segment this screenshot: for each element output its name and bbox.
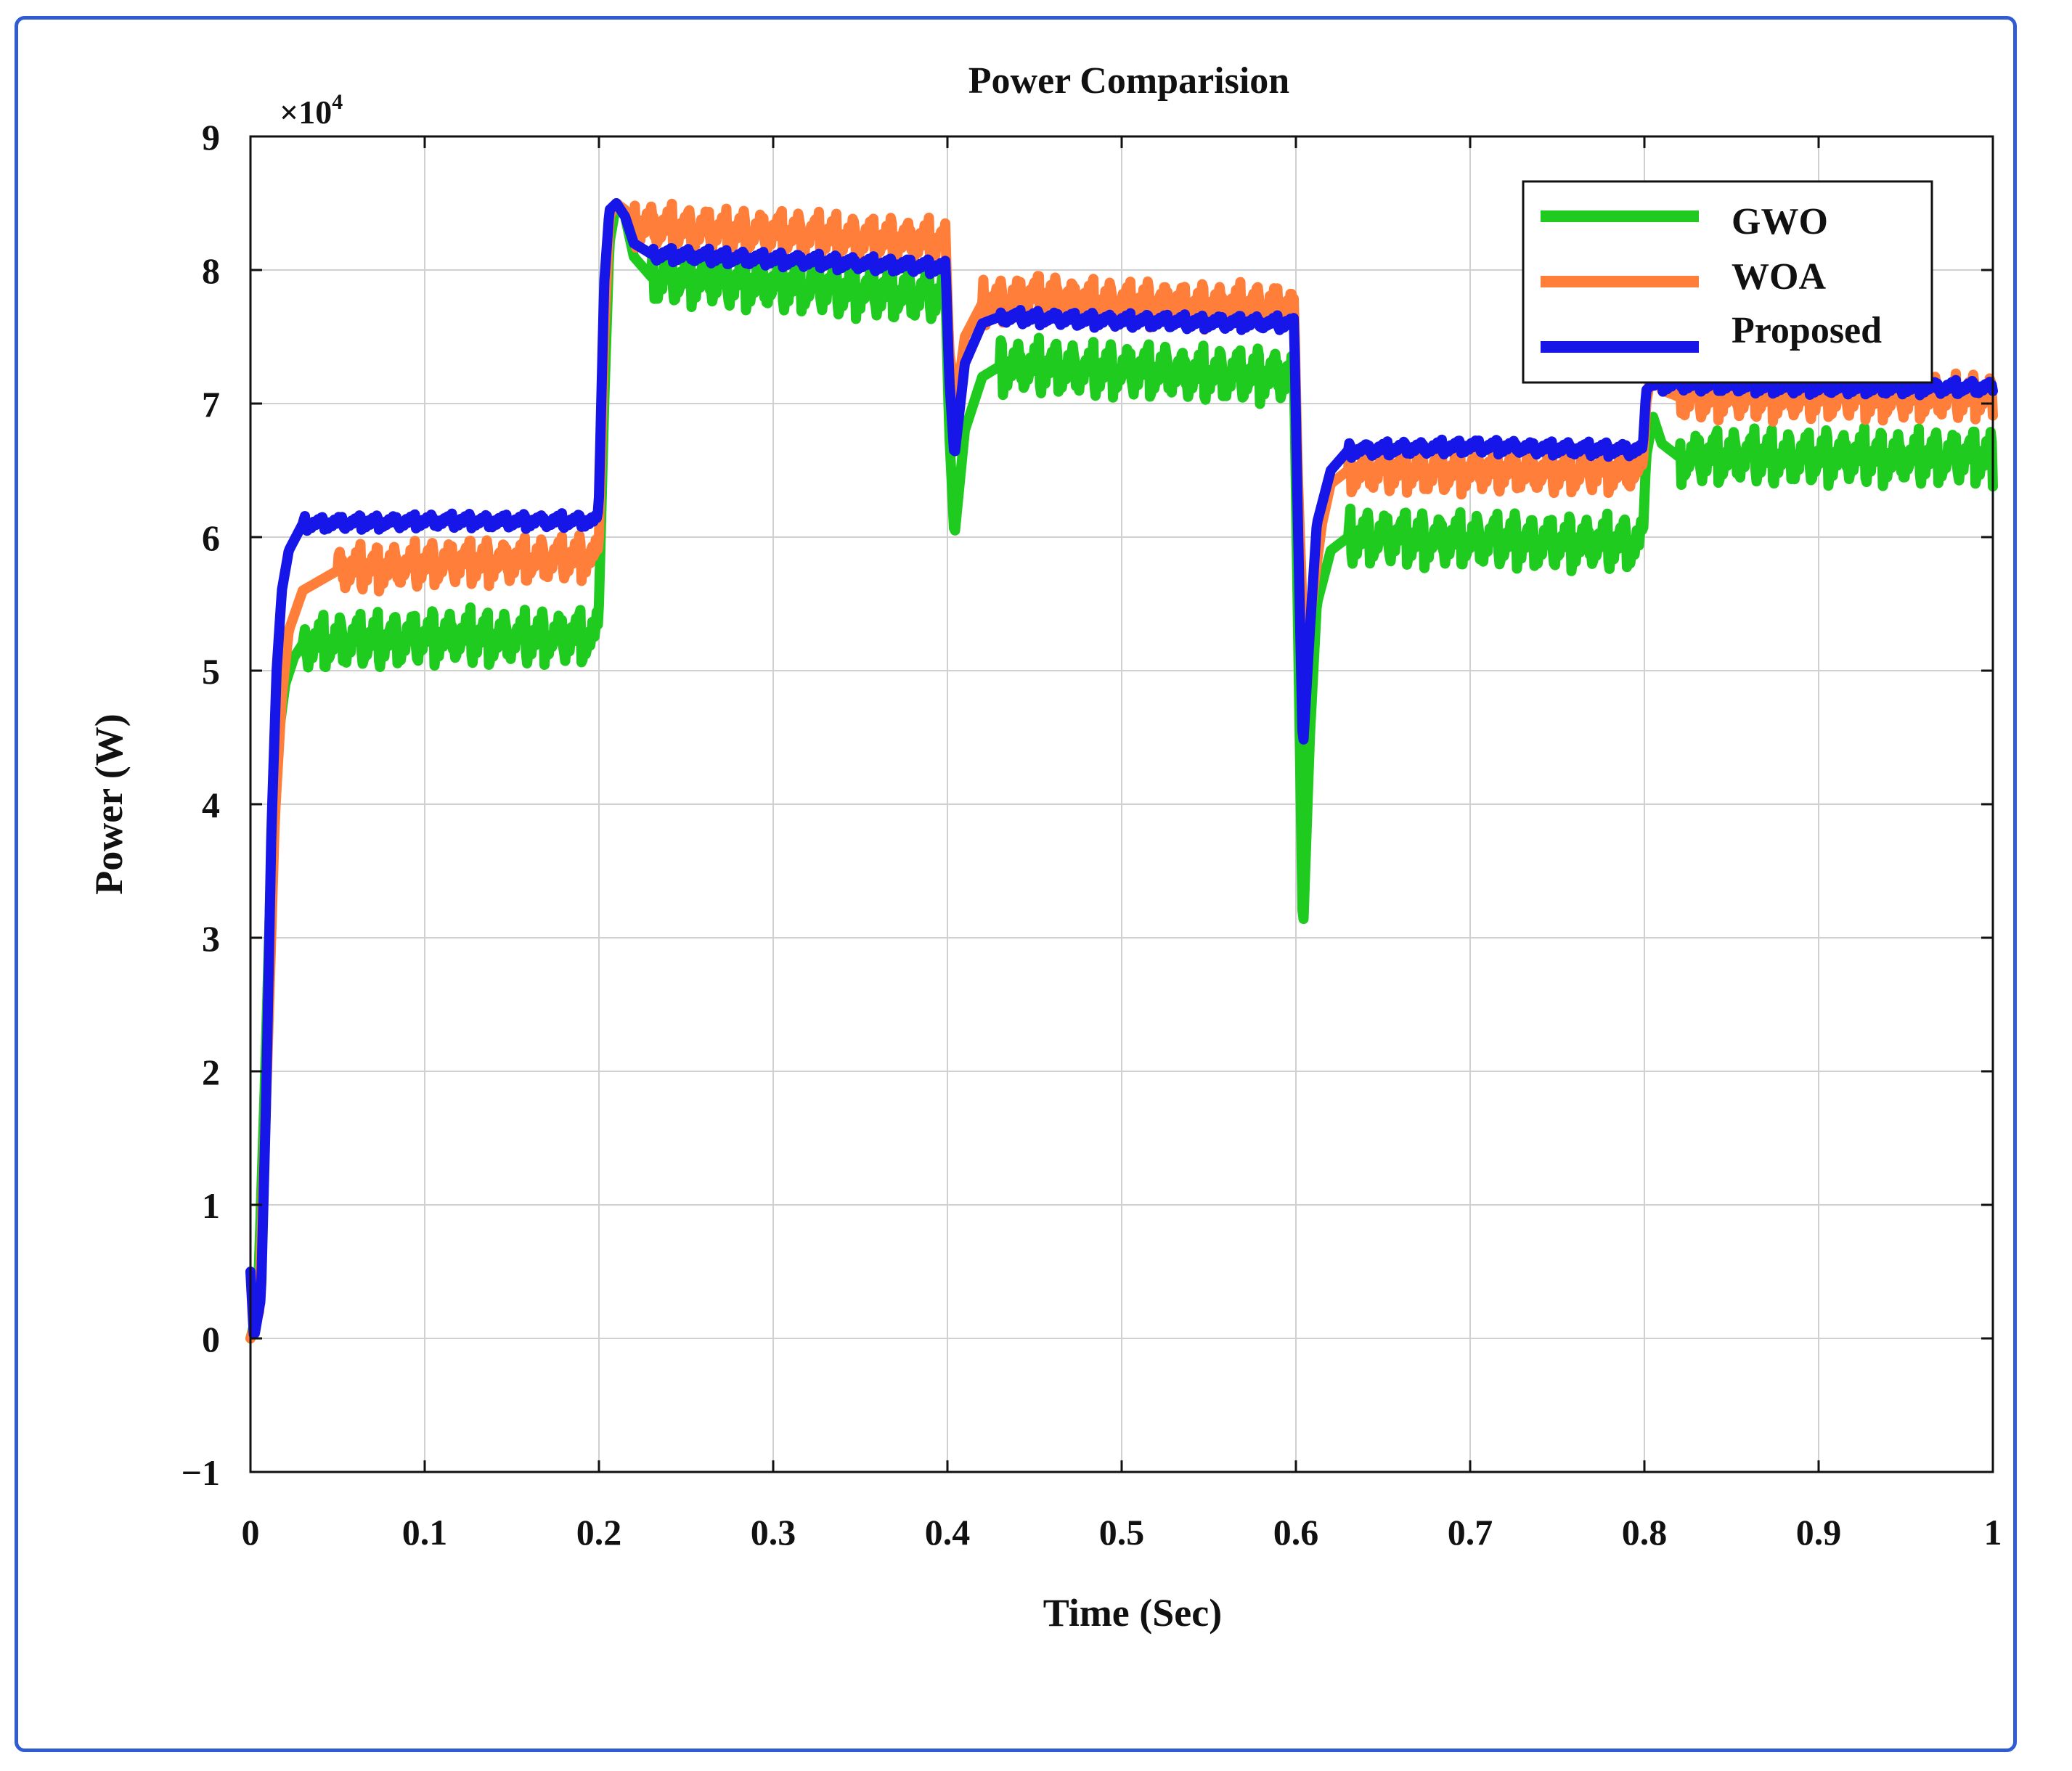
x-tick-label: 0.5 [1099,1512,1145,1553]
y-tick-label: 5 [202,651,220,692]
legend: GWO WOA Proposed [1522,180,1933,384]
y-multiplier-base: ×10 [280,94,332,131]
x-tick-label: 0.8 [1622,1512,1668,1553]
y-tick-label: 0 [202,1319,220,1359]
y-tick-label: 2 [202,1052,220,1092]
series-line-woa [245,198,1998,1343]
series-line-proposed [245,198,1998,1340]
y-tick-label: 4 [202,785,220,825]
x-axis-label: Time (Sec) [1043,1591,1222,1635]
y-tick-label: 8 [202,250,220,291]
y-multiplier-exponent: 4 [332,90,343,114]
y-multiplier-label: ×104 [280,90,343,131]
y-tick-label: 7 [202,384,220,425]
y-tick-label: 6 [202,518,220,558]
y-tick-label: 3 [202,918,220,959]
x-tick-label: 0.2 [576,1512,622,1553]
figure-frame [15,16,2017,1752]
y-tick-label: −1 [181,1452,221,1493]
x-tick-label: 0.3 [751,1512,796,1553]
x-tick-label: 1 [1984,1512,2002,1553]
x-tick-label: 0.4 [925,1512,971,1553]
legend-label-gwo: GWO [1732,201,1828,242]
legend-label-proposed: Proposed [1732,310,1882,351]
x-tick-label: 0.1 [402,1512,448,1553]
x-tick-label: 0.6 [1273,1512,1319,1553]
tick-layer: 0 0.1 0.2 0.3 0.4 0.5 0.6 0.7 0.8 0.9 1 −1 0 1 2 3 4 5 6 7 8… [181,117,2002,1553]
y-tick-label: 9 [202,117,220,158]
x-tick-label: 0.7 [1448,1512,1493,1553]
chart-title: Power Comparision [968,60,1290,102]
x-tick-label: 0 [242,1512,260,1553]
series-layer [245,198,1998,1343]
legend-label-woa: WOA [1732,256,1826,298]
series-line-gwo [245,198,1998,1343]
y-tick-label: 1 [202,1185,220,1226]
y-axis-label: Power (W) [87,713,131,894]
x-tick-label: 0.9 [1796,1512,1842,1553]
